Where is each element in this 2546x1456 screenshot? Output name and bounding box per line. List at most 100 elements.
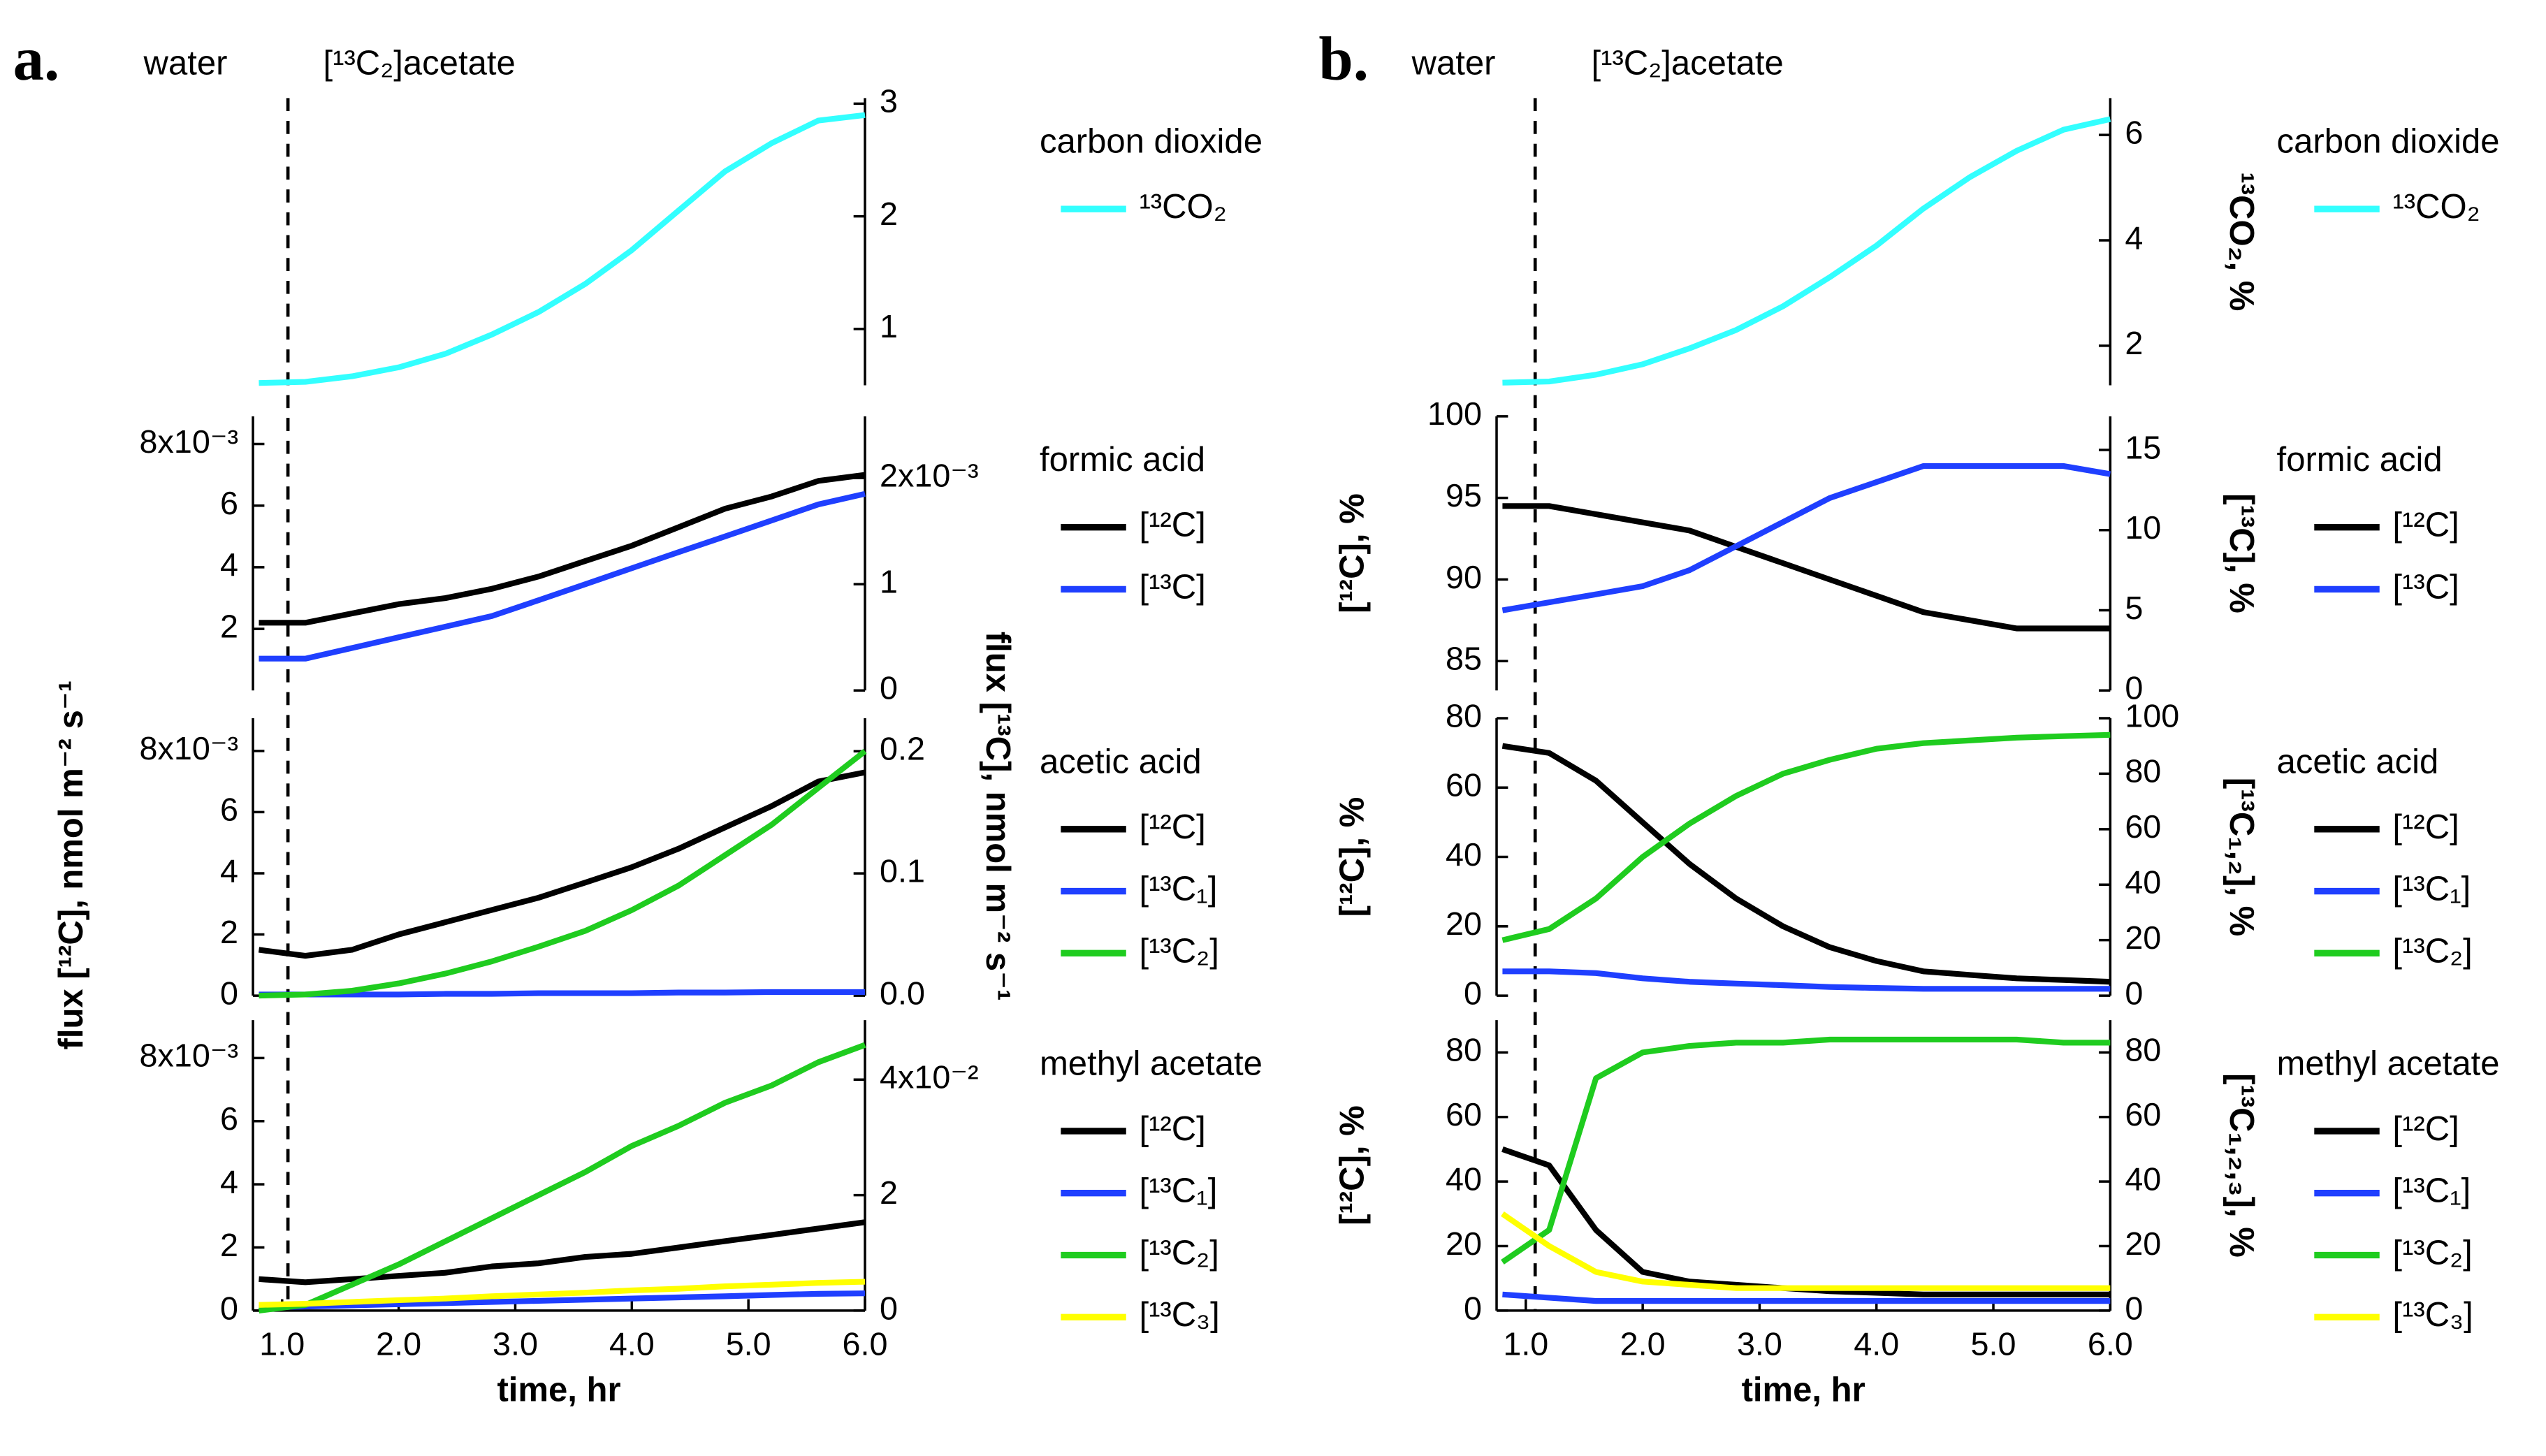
y-tick-label: 8x10⁻³ <box>140 423 238 460</box>
y-tick-label: 0.1 <box>880 852 925 889</box>
x-tick-label: 4.0 <box>1854 1326 1899 1362</box>
legend-label: [¹²C] <box>1139 507 1205 544</box>
y2-axis-label: [¹³C], % <box>2223 493 2260 613</box>
data-line <box>258 1042 866 1313</box>
legend-title: methyl acetate <box>2277 1044 2500 1082</box>
data-line <box>1501 463 2111 613</box>
x-tick-label: 2.0 <box>1620 1326 1666 1362</box>
y-tick-label: 0 <box>1464 975 1482 1011</box>
legend-label: [¹²C] <box>2392 808 2459 846</box>
y-axis-label: [¹²C], % <box>1334 493 1372 613</box>
y-tick-label: 3 <box>880 83 898 119</box>
data-line <box>258 769 866 959</box>
legend-title: carbon dioxide <box>1040 123 1263 161</box>
y-tick-label: 100 <box>2125 697 2179 734</box>
y-tick-label: 40 <box>2125 1160 2161 1197</box>
x-tick-label: 3.0 <box>493 1326 538 1362</box>
y-tick-label: 0.2 <box>880 731 925 767</box>
x-tick-label: 4.0 <box>609 1326 655 1362</box>
legend-label: [¹²C] <box>1139 808 1205 846</box>
legend-label: [¹³C₂] <box>2392 1234 2472 1272</box>
y2-axis-label: [¹³C₁,₂,₃], % <box>2223 1073 2260 1258</box>
y-tick-label: 2 <box>220 608 238 644</box>
y-tick-label: 2 <box>220 1227 238 1263</box>
data-line <box>259 472 866 626</box>
y-tick-label: 6 <box>220 1100 238 1137</box>
legend-title: formic acid <box>1040 441 1205 479</box>
y-tick-label: 0 <box>880 1290 898 1326</box>
legend-label: [¹²C] <box>1139 1110 1205 1148</box>
data-line <box>259 989 866 998</box>
legend-title: acetic acid <box>2277 743 2439 780</box>
y-tick-label: 80 <box>1446 1032 1482 1068</box>
y-tick-label: 60 <box>1446 767 1482 803</box>
y-tick-label: 0 <box>2125 1290 2143 1326</box>
y-tick-label: 15 <box>2125 429 2161 465</box>
y-tick-label: 20 <box>2125 919 2161 956</box>
y-tick-label: 40 <box>2125 864 2161 901</box>
legend-label: [¹³C₃] <box>2392 1296 2473 1334</box>
y-tick-label: 2x10⁻³ <box>880 457 978 493</box>
x-tick-label: 6.0 <box>843 1326 888 1362</box>
legend-label: [¹³C] <box>2392 568 2459 606</box>
y-tick-label: 8x10⁻³ <box>140 730 238 766</box>
data-line <box>259 490 866 662</box>
x-tick-label: 1.0 <box>1503 1326 1548 1362</box>
legend-title: formic acid <box>2277 441 2443 479</box>
annotation: [¹³C₂]acetate <box>323 45 516 82</box>
data-line <box>259 1219 866 1286</box>
y-tick-label: 60 <box>2125 1096 2161 1133</box>
data-line <box>1502 503 2111 632</box>
y2-axis-label: [¹³C₁,₂], % <box>2223 778 2260 936</box>
y2-axis-label: flux [¹³C], nmol m⁻² s⁻¹ <box>979 632 1017 1001</box>
y-tick-label: 85 <box>1446 641 1482 677</box>
legend-label: [¹³C₂] <box>2392 932 2472 970</box>
legend-title: methyl acetate <box>1040 1044 1263 1082</box>
y-tick-label: 5 <box>2125 590 2143 626</box>
y-tick-label: 0 <box>1464 1290 1482 1326</box>
y-tick-label: 80 <box>2125 753 2161 789</box>
legend-label: ¹³CO₂ <box>2392 188 2480 226</box>
y-tick-label: 2 <box>880 196 898 232</box>
y-tick-label: 4 <box>2125 219 2143 256</box>
panel-label: b. <box>1318 25 1369 94</box>
data-line <box>1502 116 2111 386</box>
y-tick-label: 0.0 <box>880 975 925 1011</box>
legend-label: [¹³C₁] <box>2392 871 2471 908</box>
legend-label: [¹²C] <box>2392 507 2459 544</box>
legend-label: ¹³CO₂ <box>1139 188 1226 226</box>
data-line <box>1501 743 2111 985</box>
data-line <box>1501 731 2111 943</box>
y-tick-label: 1 <box>880 308 898 344</box>
legend-label: [¹³C₁] <box>2392 1172 2471 1210</box>
y-tick-label: 20 <box>1446 1225 1482 1262</box>
legend-label: [¹³C₂] <box>1139 932 1219 970</box>
legend-label: [¹³C₁] <box>1139 871 1217 908</box>
legend-label: [¹³C₃] <box>1139 1296 1219 1334</box>
x-axis-label: time, hr <box>497 1371 620 1409</box>
x-tick-label: 1.0 <box>259 1326 305 1362</box>
y-tick-label: 4 <box>220 1163 238 1200</box>
y-axis-label: [¹²C], % <box>1334 797 1372 917</box>
y-tick-label: 4 <box>220 852 238 889</box>
y-tick-label: 0 <box>220 975 238 1011</box>
y-tick-label: 95 <box>1446 477 1482 514</box>
x-axis-label: time, hr <box>1742 1371 1865 1409</box>
y-tick-label: 2 <box>2125 325 2143 361</box>
panel-label: a. <box>13 25 60 94</box>
y-tick-label: 60 <box>2125 808 2161 845</box>
legend-label: [¹³C] <box>1139 568 1205 606</box>
x-tick-label: 2.0 <box>376 1326 421 1362</box>
y-tick-label: 80 <box>1446 697 1482 734</box>
data-line <box>259 1279 866 1308</box>
y-tick-label: 6 <box>220 485 238 521</box>
y-axis-label: [¹²C], % <box>1334 1105 1372 1225</box>
x-tick-label: 5.0 <box>726 1326 771 1362</box>
y-tick-label: 8x10⁻³ <box>140 1038 238 1074</box>
y-tick-label: 20 <box>2125 1225 2161 1262</box>
y-tick-label: 10 <box>2125 509 2161 546</box>
y-tick-label: 90 <box>1446 559 1482 595</box>
y-tick-label: 20 <box>1446 905 1482 942</box>
y-tick-label: 6 <box>220 792 238 828</box>
